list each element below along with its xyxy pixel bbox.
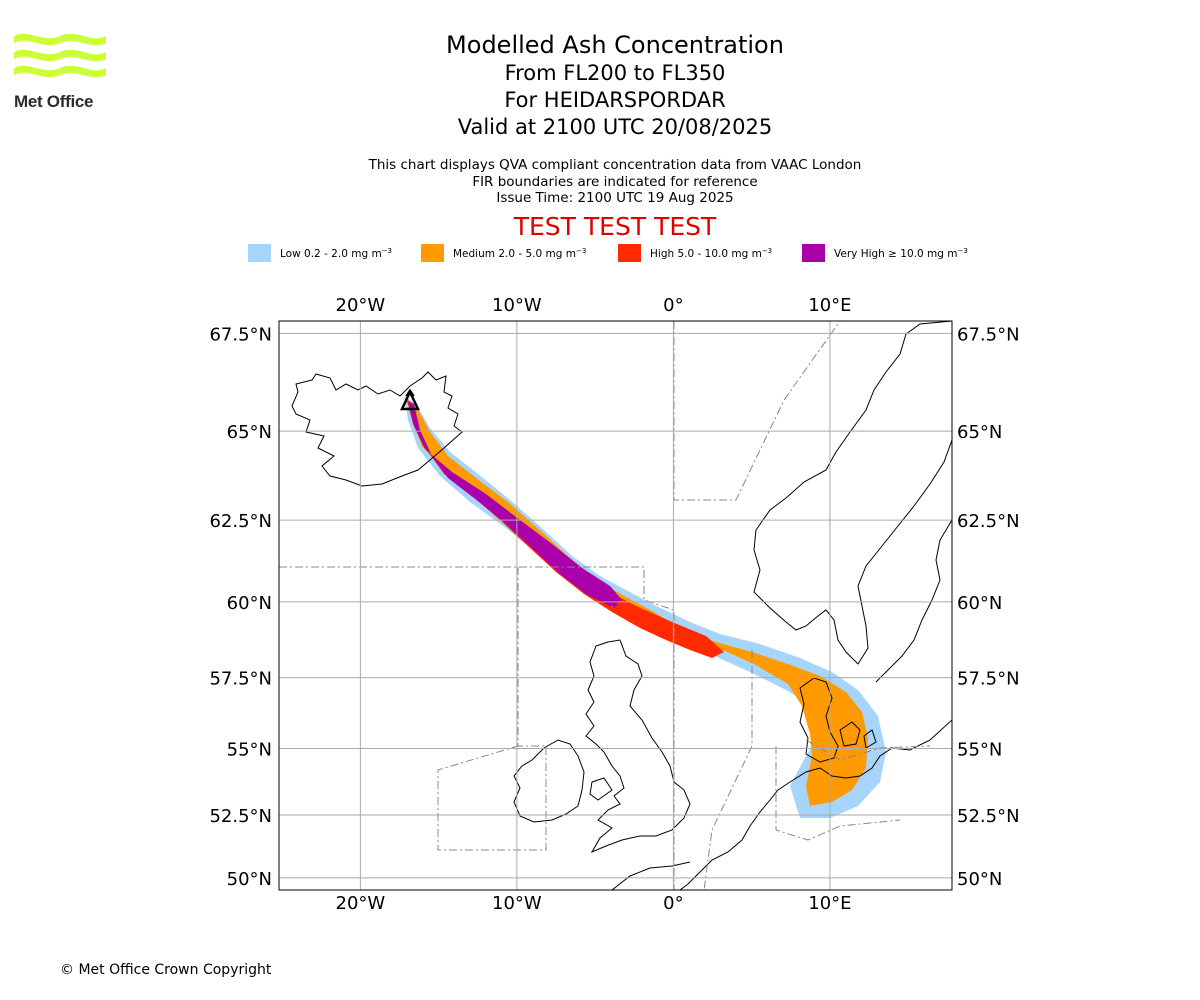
lat-tick-right: 55°N [957,739,1002,760]
coastlines [291,321,952,890]
lat-tick-right: 57.5°N [957,669,1020,690]
axis-tick-labels: 20°W 20°W 10°W 10°W 0° 0° 10°E 10°E 67.5°N 67.5°N… [209,295,1019,914]
legend-swatch-low [248,244,271,262]
lat-tick-right: 67.5°N [957,324,1020,345]
fir-boundary-denmark [805,739,931,761]
fir-boundaries [279,321,931,890]
volcano-subtitle: For HEIDARSPORDAR [504,88,726,112]
ash-low-region [404,396,886,818]
lon-tick-top: 10°E [808,295,851,316]
lat-tick-right: 62.5°N [957,511,1020,532]
lat-tick-left: 60°N [227,593,272,614]
map-frame [278,320,953,891]
lat-tick-left: 50°N [227,869,272,890]
lat-tick-left: 67.5°N [209,324,272,345]
legend-swatch-very-high [802,244,825,262]
legend-label-low: Low 0.2 - 2.0 mg m [280,247,382,260]
met-office-waves-icon [14,33,106,78]
title-block: Modelled Ash Concentration From FL200 to… [315,30,915,141]
lat-tick-left: 55°N [227,739,272,760]
lat-tick-left: 57.5°N [209,669,272,690]
legend-swatch-high [618,244,641,262]
graticule [279,321,952,890]
coastline-great-britain [585,639,691,854]
met-office-logo: Met Office [14,30,110,111]
coastline-france-north [611,861,691,890]
lat-tick-left: 62.5°N [209,511,272,532]
valid-time-subtitle: Valid at 2100 UTC 20/08/2025 [457,115,773,139]
legend-item-medium: Medium 2.0 - 5.0 mg m−3 [421,244,586,262]
volcano-triangle-icon [400,388,420,411]
lat-tick-right: 65°N [957,422,1002,443]
ash-medium-region [406,398,868,806]
coastline-sweden-east [875,519,952,683]
coastline-iceland [291,371,463,487]
fir-boundary-netherlands [703,650,753,890]
note-issue-time: Issue Time: 2100 UTC 19 Aug 2025 [496,190,734,206]
fir-boundary-germany [775,746,901,841]
fir-boundary-shanwick [279,566,675,890]
coastline-scandinavia [753,321,952,665]
chart-title: Modelled Ash Concentration [446,31,784,59]
fir-boundary-north-sea [673,321,841,501]
lon-tick-bottom: 20°W [336,893,386,914]
note-qva: This chart displays QVA compliant concen… [368,157,862,173]
legend-label-medium: Medium 2.0 - 5.0 mg m [453,247,576,260]
lon-tick-top: 10°W [492,295,542,316]
lat-tick-right: 60°N [957,593,1002,614]
lon-tick-top: 20°W [336,295,386,316]
test-banner: TEST TEST TEST [513,212,717,241]
legend-swatch-medium [421,244,444,262]
ash-very-high-spot [611,601,618,608]
logo-text: Met Office [14,92,94,111]
lon-tick-top: 0° [663,295,683,316]
ash-high-region [407,400,724,658]
coastline-wales [589,777,613,801]
chart-notes: This chart displays QVA compliant concen… [315,157,915,207]
lat-tick-left: 65°N [227,422,272,443]
legend-item-very-high: Very High ≥ 10.0 mg m−3 [802,244,968,262]
lat-tick-left: 52.5°N [209,806,272,827]
coastline-ireland [513,739,585,823]
coastline-denmark [799,677,839,763]
coastline-danish-islands [839,721,877,749]
lat-tick-right: 50°N [957,869,1002,890]
legend-label-high: High 5.0 - 10.0 mg m [650,247,762,260]
legend-label-very-high: Very High ≥ 10.0 mg m [834,247,958,260]
lat-tick-right: 52.5°N [957,806,1020,827]
copyright: © Met Office Crown Copyright [60,962,272,978]
lon-tick-bottom: 10°E [808,893,851,914]
note-fir: FIR boundaries are indicated for referen… [472,173,758,190]
legend-item-high: High 5.0 - 10.0 mg m−3 [618,244,772,262]
fir-boundary-ireland [437,567,547,851]
flight-level-subtitle: From FL200 to FL350 [504,61,726,85]
ash-very-high-region [408,401,622,606]
lon-tick-bottom: 0° [663,893,683,914]
lon-tick-bottom: 10°W [492,893,542,914]
legend-item-low: Low 0.2 - 2.0 mg m−3 [248,244,392,262]
coastline-continent [679,719,952,890]
legend: Low 0.2 - 2.0 mg m−3 Medium 2.0 - 5.0 mg… [0,244,1200,264]
